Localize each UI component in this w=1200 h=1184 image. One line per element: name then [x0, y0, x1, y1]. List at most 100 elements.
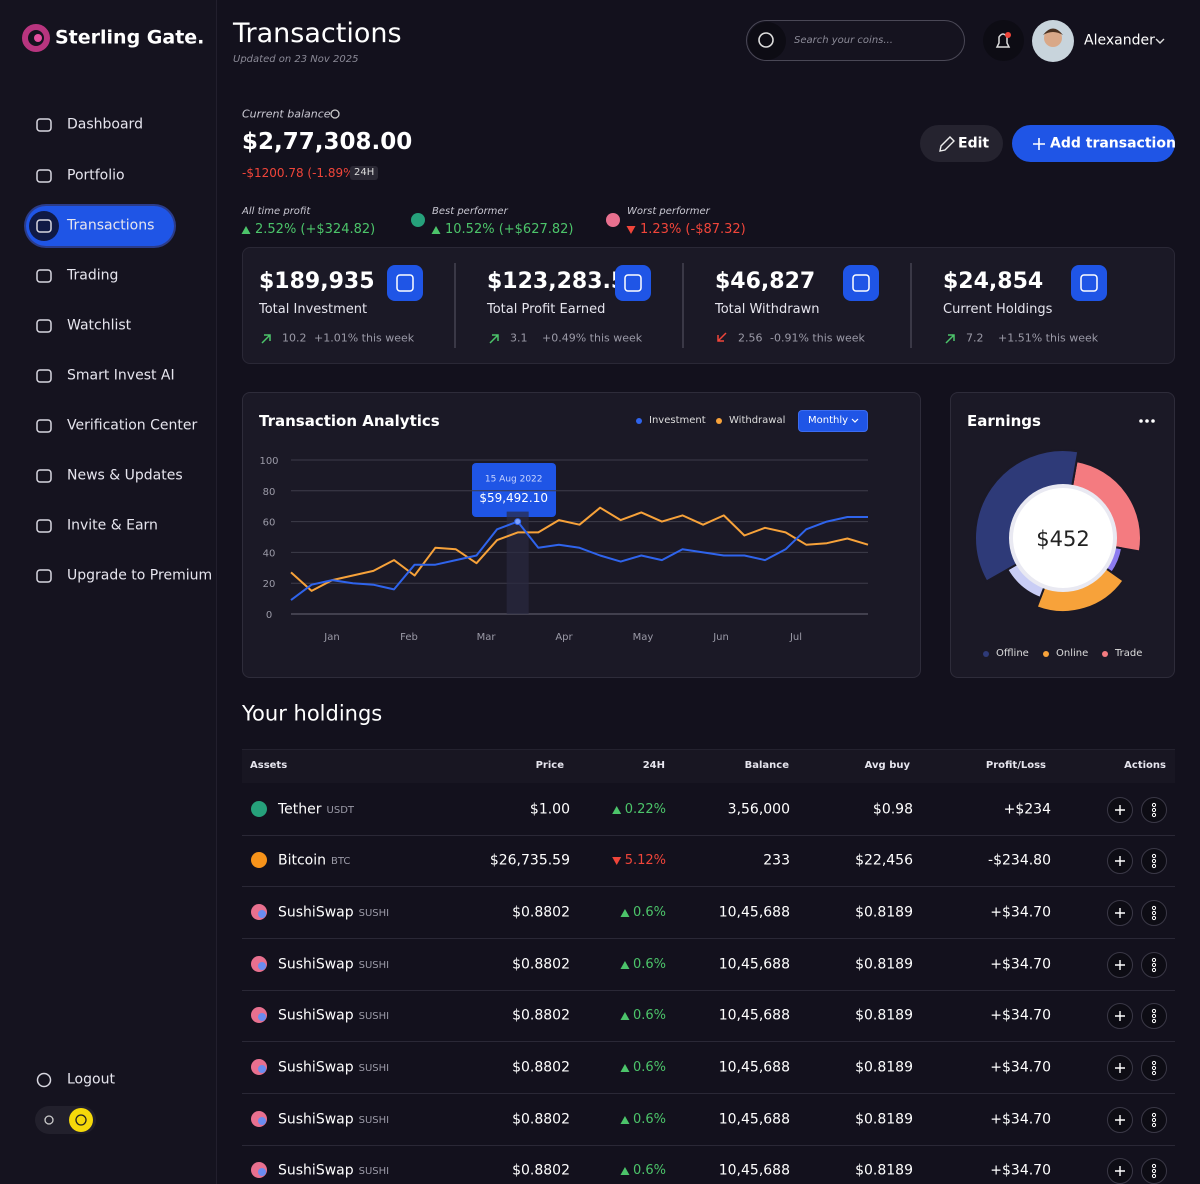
tooltip-value: $59,492.10 — [479, 490, 549, 505]
asset-name: SushiSwap — [278, 1162, 354, 1179]
column-header: Profit/Loss — [985, 760, 1046, 771]
performance-label: Worst performer — [627, 206, 710, 217]
add-action[interactable] — [1107, 952, 1133, 978]
edit-label[interactable]: Edit — [958, 135, 990, 152]
theme-toggle[interactable] — [35, 1106, 96, 1134]
nav-item[interactable]: Transactions — [67, 217, 155, 234]
balance-amount: $2,77,308.00 — [242, 129, 413, 156]
chart-title: Transaction Analytics — [259, 412, 440, 430]
stat-value: $189,935 — [259, 268, 375, 294]
nav-item[interactable]: Trading — [67, 267, 119, 284]
notification-button[interactable] — [983, 20, 1024, 61]
balance: 10,45,688 — [718, 1162, 790, 1179]
asset-symbol: SUSHI — [358, 1115, 390, 1126]
table-row — [242, 1042, 1175, 1094]
add-action[interactable] — [1107, 1158, 1133, 1184]
price: $0.8802 — [512, 1111, 570, 1128]
avatar — [1032, 20, 1074, 62]
asset-symbol: SUSHI — [358, 1166, 390, 1177]
stat-score: 10.2 — [282, 331, 307, 345]
column-header: Assets — [250, 760, 288, 771]
performance-value: 1.23% (-$87.32) — [640, 222, 746, 238]
add-action[interactable] — [1107, 848, 1133, 874]
down-arrow — [626, 226, 636, 234]
asset-name: SushiSwap — [278, 1007, 354, 1024]
price: $0.8802 — [512, 1007, 570, 1024]
add-action[interactable] — [1107, 1055, 1133, 1081]
column-header: 24H — [642, 760, 665, 771]
table-header — [242, 749, 1175, 783]
more-action[interactable] — [1141, 848, 1167, 874]
table-row — [242, 887, 1175, 939]
avg-buy: $0.8189 — [855, 1162, 913, 1179]
avg-buy: $0.8189 — [855, 1007, 913, 1024]
asset-icon — [606, 213, 620, 227]
table-row — [242, 784, 1175, 836]
avg-buy: $0.8189 — [855, 956, 913, 973]
chevron — [1155, 38, 1165, 44]
more-action[interactable] — [1141, 1158, 1167, 1184]
change: 0.6% — [632, 957, 666, 973]
asset-name: SushiSwap — [278, 1111, 354, 1128]
avg-buy: $22,456 — [855, 852, 913, 869]
edit-button[interactable] — [920, 125, 1003, 162]
asset-symbol: BTC — [331, 856, 351, 867]
holdings-title: Your holdings — [242, 701, 383, 726]
add-action[interactable] — [1107, 797, 1133, 823]
nav-item[interactable]: Smart Invest AI — [67, 367, 175, 384]
asset-symbol: SUSHI — [358, 1063, 390, 1074]
user-name[interactable]: Alexander — [1084, 32, 1155, 49]
performance-label: Best performer — [432, 206, 508, 217]
performance-value: 2.52% (+$324.82) — [255, 222, 376, 238]
stat-label: Total Withdrawn — [715, 302, 820, 318]
logout[interactable]: Logout — [67, 1071, 115, 1088]
more-action[interactable] — [1141, 952, 1167, 978]
profit-loss: +$34.70 — [990, 956, 1051, 973]
nav-item[interactable]: Watchlist — [67, 317, 132, 334]
balance: 10,45,688 — [718, 956, 790, 973]
change: 0.6% — [632, 905, 666, 921]
profit-loss: +$34.70 — [990, 1007, 1051, 1024]
table-row — [242, 835, 1175, 887]
stat-label: Total Profit Earned — [487, 302, 606, 318]
stat-change: +1.01% this week — [314, 331, 415, 345]
add-action[interactable] — [1107, 900, 1133, 926]
legend-label: Investment — [649, 415, 706, 426]
period-select[interactable] — [798, 410, 868, 432]
price: $0.8802 — [512, 956, 570, 973]
stat-score: 3.1 — [510, 331, 528, 345]
nav-item[interactable]: Verification Center — [67, 417, 198, 434]
stat-value: $46,827 — [715, 268, 816, 294]
change: 0.6% — [632, 1163, 666, 1179]
more-action[interactable] — [1141, 1003, 1167, 1029]
balance: 10,45,688 — [718, 1059, 790, 1076]
add-action[interactable] — [1107, 1003, 1133, 1029]
performance-label: All time profit — [242, 206, 311, 217]
add-label[interactable]: Add transaction — [1050, 135, 1176, 152]
earnings-card — [950, 392, 1175, 678]
sidebar — [0, 0, 217, 1184]
balance: 10,45,688 — [718, 904, 790, 921]
more-action[interactable] — [1141, 1107, 1167, 1133]
brand: Sterling Gate. — [55, 26, 205, 49]
nav-item[interactable]: Upgrade to Premium — [67, 567, 213, 584]
avg-buy: $0.8189 — [855, 1111, 913, 1128]
nav-item[interactable]: Dashboard — [67, 116, 143, 133]
balance-label: Current balance — [242, 107, 331, 121]
change: 5.12% — [624, 853, 666, 869]
more-action[interactable] — [1141, 797, 1167, 823]
stat-change: +0.49% this week — [542, 331, 643, 345]
table-row — [242, 990, 1175, 1042]
period-label[interactable]: Monthly — [808, 415, 849, 426]
nav-item[interactable]: Portfolio — [67, 167, 125, 184]
price: $0.8802 — [512, 904, 570, 921]
add-action[interactable] — [1107, 1107, 1133, 1133]
analytics-card — [242, 392, 921, 678]
nav-item[interactable]: Invite & Earn — [67, 517, 158, 534]
more-action[interactable] — [1141, 1055, 1167, 1081]
page-title: Transactions — [233, 17, 402, 49]
nav-item[interactable]: News & Updates — [67, 467, 183, 484]
stat-score: 2.56 — [738, 331, 763, 345]
change: 0.22% — [624, 802, 666, 818]
more-action[interactable] — [1141, 900, 1167, 926]
